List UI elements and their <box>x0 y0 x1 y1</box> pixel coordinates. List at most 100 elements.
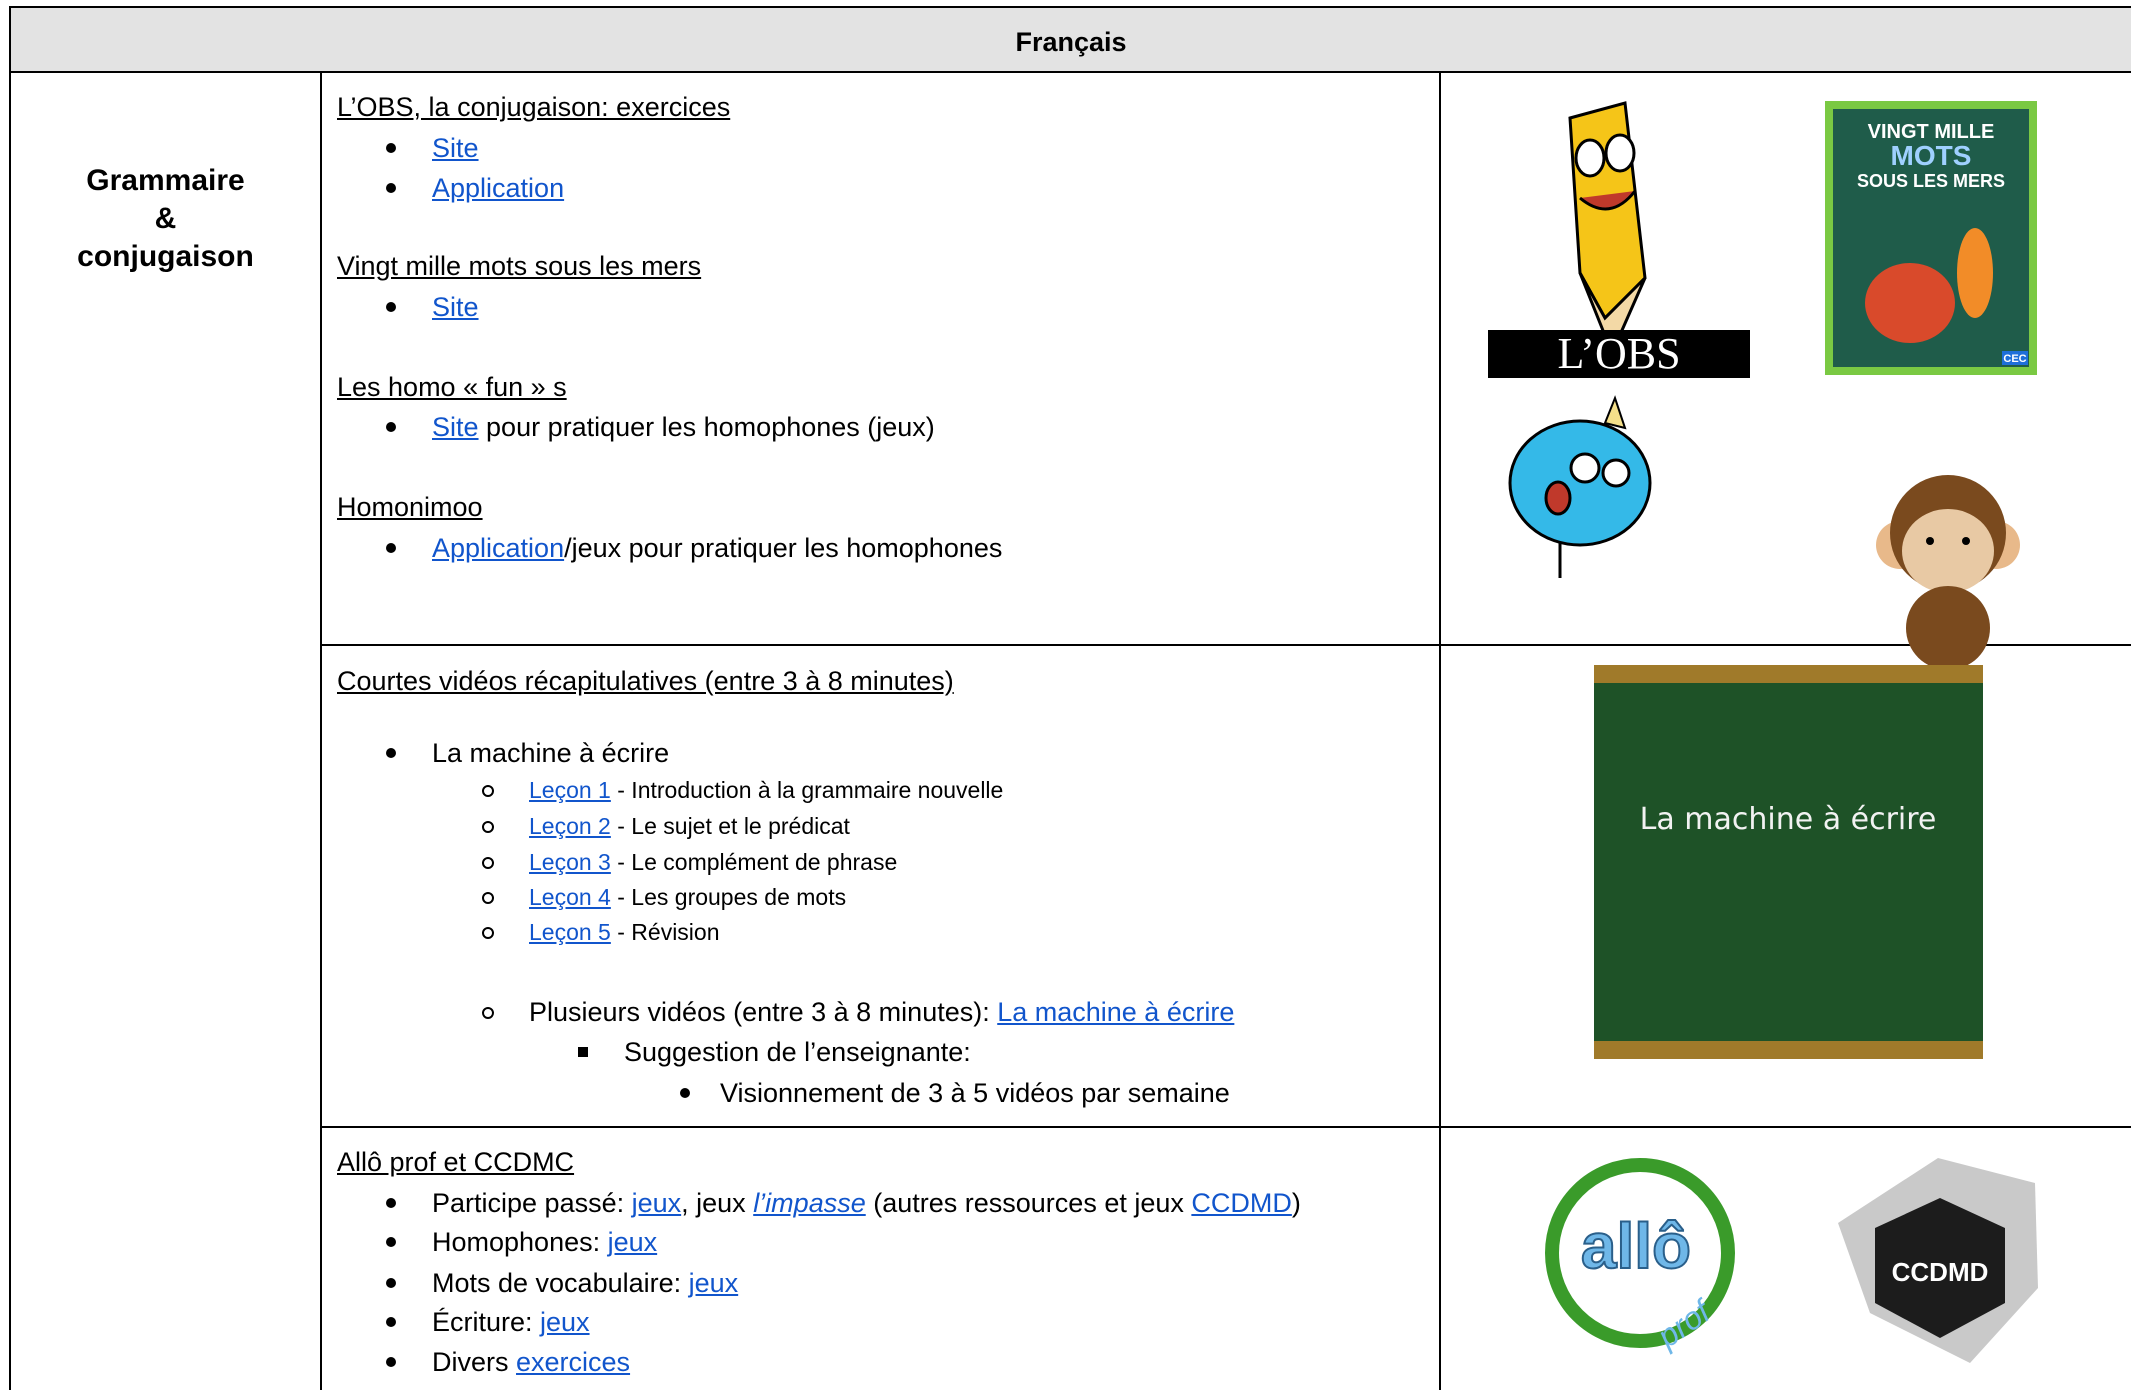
link[interactable]: CCDMD <box>1191 1188 1292 1218</box>
text: Vingt mille mots sous les mers <box>337 251 702 281</box>
link[interactable]: exercices <box>516 1347 631 1377</box>
link[interactable]: Leçon 2 <box>529 813 611 839</box>
ccdmd-text: CCDMD <box>1892 1257 1989 1287</box>
text: - Le complément de phrase <box>610 849 898 875</box>
text: , jeux <box>681 1188 754 1218</box>
link[interactable]: jeux <box>607 1227 658 1257</box>
text: La machine à écrire <box>432 738 670 768</box>
link[interactable]: La machine à écrire <box>997 997 1235 1027</box>
list-item: Application/jeux pour pratiquer les homo… <box>432 531 1002 565</box>
bullet <box>386 543 396 553</box>
list-heading: L’OBS, la conjugaison: exercices <box>337 90 730 124</box>
body <box>1906 586 1990 670</box>
list-item: Divers exercices <box>432 1345 630 1379</box>
text: Les homo « fun » s <box>337 372 567 402</box>
bullet <box>482 1007 494 1019</box>
border <box>320 72 322 1390</box>
link[interactable]: jeux <box>631 1188 682 1218</box>
list-item: Écriture: jeux <box>432 1305 590 1339</box>
bullet <box>386 422 396 432</box>
border <box>321 644 2131 646</box>
link[interactable]: Site <box>432 133 479 163</box>
link[interactable]: Leçon 5 <box>529 919 611 945</box>
header-title: Français <box>1015 27 1127 57</box>
list-item: Application <box>432 171 564 205</box>
list-heading: Vingt mille mots sous les mers <box>337 249 701 283</box>
allo-prof-logo: allô prof <box>1545 1158 1735 1355</box>
bullet <box>482 927 494 939</box>
publisher-box <box>2002 351 2028 365</box>
link[interactable]: jeux <box>540 1307 590 1337</box>
list-item: Leçon 4 - Les groupes de mots <box>529 882 846 912</box>
list-item: Leçon 2 - Le sujet et le prédicat <box>529 811 850 841</box>
list-heading: Allô prof et CCDMC <box>337 1145 574 1179</box>
list-item: Suggestion de l’enseignante: <box>624 1035 971 1069</box>
text: Homophones: <box>432 1227 608 1257</box>
text: Homonimoo <box>337 492 483 522</box>
text: Allô prof et CCDMC <box>337 1147 575 1177</box>
bullet <box>386 143 396 153</box>
text: Écriture: <box>432 1307 541 1337</box>
list-item: Site <box>432 290 479 324</box>
book-title: MOTS <box>1891 140 1972 171</box>
bullet <box>386 1357 396 1367</box>
list-heading: Homonimoo <box>337 490 483 524</box>
list-item: Site <box>432 131 479 165</box>
link[interactable]: Leçon 1 <box>529 777 611 803</box>
text: - Le sujet et le prédicat <box>610 813 850 839</box>
text: Participe passé: <box>432 1188 632 1218</box>
bullet <box>386 1198 396 1208</box>
bullet <box>482 785 494 797</box>
horn <box>1603 395 1627 430</box>
ccdmd-logo: CCDMD <box>1838 1158 2038 1363</box>
obs-text: L’OBS <box>1557 329 1680 378</box>
bullet <box>482 892 494 904</box>
list-item: Mots de vocabulaire: jeux <box>432 1266 738 1300</box>
link[interactable]: Site <box>432 412 479 442</box>
link[interactable]: Site <box>432 292 479 322</box>
book-title: VINGT MILLE <box>1868 121 1995 143</box>
section-title: Grammaire & conjugaison <box>10 162 321 276</box>
chalkboard: La machine à écrire <box>1594 665 1983 1059</box>
list-item: La machine à écrire <box>432 736 669 770</box>
bullet <box>386 748 396 758</box>
list-item: Leçon 3 - Le complément de phrase <box>529 847 897 877</box>
text: pour pratiquer les homophones (jeux) <box>478 412 935 442</box>
bullet <box>386 1278 396 1288</box>
link[interactable]: Application <box>432 533 565 563</box>
border <box>10 6 2131 8</box>
link[interactable]: l’impasse <box>753 1188 866 1218</box>
eye <box>1604 133 1636 173</box>
text: Visionnement de 3 à 5 vidéos par semaine <box>720 1078 1230 1108</box>
section-line: & <box>154 202 177 235</box>
list-item: Leçon 1 - Introduction à la grammaire no… <box>529 775 1003 805</box>
allo-text: allô <box>1581 1210 1691 1282</box>
text: /jeux pour pratiquer les homophones <box>564 533 1003 563</box>
monster <box>1508 395 1652 578</box>
bullet <box>386 183 396 193</box>
link[interactable]: Application <box>432 173 565 203</box>
text: - Révision <box>610 919 720 945</box>
text: L’OBS, la conjugaison: exercices <box>337 92 731 122</box>
list-item: Leçon 5 - Révision <box>529 917 720 947</box>
bullet <box>482 821 494 833</box>
mouth <box>1544 480 1572 516</box>
link[interactable]: Leçon 3 <box>529 849 611 875</box>
link[interactable]: jeux <box>688 1268 739 1298</box>
bullet <box>386 1237 396 1247</box>
border <box>9 6 11 1390</box>
link[interactable]: Leçon 4 <box>529 884 611 910</box>
text: - Introduction à la grammaire nouvelle <box>610 777 1004 803</box>
list-item: Participe passé: jeux, jeux l’impasse (a… <box>432 1186 1301 1220</box>
text: Suggestion de l’enseignante: <box>624 1037 971 1067</box>
section-line: Grammaire <box>86 164 245 197</box>
text: Divers <box>432 1347 517 1377</box>
list-item: Visionnement de 3 à 5 vidéos par semaine <box>720 1076 1230 1110</box>
eye <box>1574 138 1606 178</box>
face <box>1902 509 1994 593</box>
book-title: SOUS LES MERS <box>1857 171 2005 191</box>
bullet <box>482 857 494 869</box>
ring <box>1545 1158 1735 1348</box>
